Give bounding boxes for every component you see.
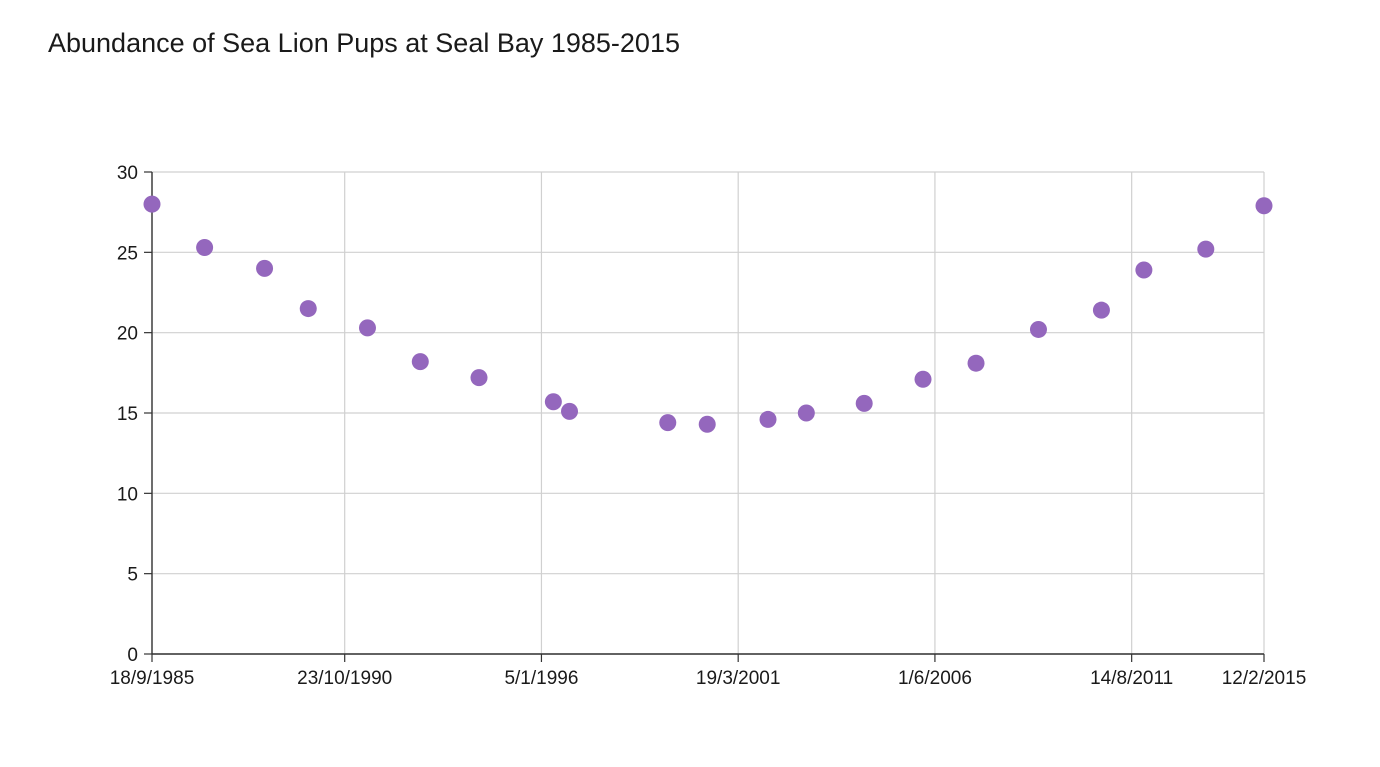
y-tick-label: 25 bbox=[117, 243, 138, 264]
data-points bbox=[143, 195, 1273, 433]
x-tick-label: 12/2/2015 bbox=[1222, 668, 1307, 689]
data-point bbox=[1197, 240, 1215, 258]
y-tick-label: 15 bbox=[117, 404, 138, 425]
data-point bbox=[143, 195, 161, 213]
data-point bbox=[855, 394, 873, 412]
data-point bbox=[914, 370, 932, 388]
y-tick-label: 0 bbox=[127, 645, 138, 666]
data-point bbox=[299, 300, 317, 318]
y-tick-label: 5 bbox=[127, 565, 138, 586]
chart-title: Abundance of Sea Lion Pups at Seal Bay 1… bbox=[48, 28, 680, 58]
data-point bbox=[256, 259, 274, 277]
data-point bbox=[967, 354, 985, 372]
tick-labels: 0 5 10 15 20 25 30 18/9/1985 23/10/1990 5/1/1996 1… bbox=[110, 163, 1307, 689]
data-point bbox=[411, 353, 429, 371]
data-point bbox=[759, 410, 777, 428]
data-point bbox=[797, 404, 815, 422]
data-point bbox=[544, 393, 562, 411]
y-tick-label: 30 bbox=[117, 163, 138, 184]
x-tick-label: 14/8/2011 bbox=[1090, 668, 1173, 689]
data-point bbox=[470, 369, 488, 387]
grid-lines bbox=[151, 171, 1265, 655]
x-tick-label: 18/9/1985 bbox=[110, 668, 195, 689]
data-point bbox=[1255, 197, 1273, 215]
data-point bbox=[1029, 320, 1047, 338]
x-tick-label: 1/6/2006 bbox=[898, 668, 972, 689]
axes bbox=[144, 171, 1265, 662]
data-point bbox=[659, 414, 677, 432]
y-tick-label: 10 bbox=[117, 484, 138, 505]
data-point bbox=[196, 239, 214, 257]
data-point bbox=[1092, 301, 1110, 319]
x-tick-label: 19/3/2001 bbox=[696, 668, 781, 689]
x-tick-label: 5/1/1996 bbox=[504, 668, 578, 689]
x-tick-label: 23/10/1990 bbox=[297, 668, 392, 689]
data-point bbox=[561, 402, 579, 420]
data-point bbox=[698, 415, 716, 433]
y-tick-label: 20 bbox=[117, 324, 138, 345]
data-point bbox=[1135, 261, 1153, 279]
data-point bbox=[358, 319, 376, 337]
